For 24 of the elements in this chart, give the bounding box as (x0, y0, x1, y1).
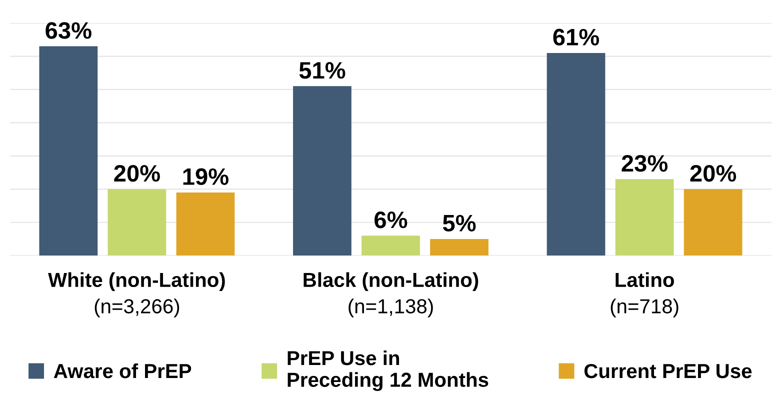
legend-label: PrEP Use in Preceding 12 Months (288, 350, 488, 392)
bar (176, 192, 235, 256)
data-label: 19% (183, 168, 228, 186)
data-label: 6% (374, 211, 408, 228)
x-tick-label: Black (non-Latino) (n=1,138) (304, 272, 478, 318)
bar (362, 236, 420, 256)
data-label: 5% (442, 214, 476, 232)
bar (546, 52, 606, 256)
x-tick-label: Latino (n=718) (610, 272, 678, 318)
data-label: 20% (690, 164, 736, 182)
x-tick-label: White (non-Latino) (n=3,266) (48, 272, 225, 318)
data-label: 61% (553, 28, 600, 46)
data-label: 63% (46, 22, 92, 39)
legend-label: Aware of PrEP (54, 363, 192, 378)
legend-label: Current PrEP Use (584, 364, 752, 378)
bar (39, 46, 98, 256)
bar (430, 238, 488, 256)
data-label: 20% (114, 164, 160, 182)
bar (684, 189, 742, 256)
data-label: 51% (299, 62, 346, 79)
bar (293, 86, 352, 256)
bar (615, 179, 674, 256)
bar (108, 189, 166, 256)
data-label: 23% (622, 155, 668, 172)
